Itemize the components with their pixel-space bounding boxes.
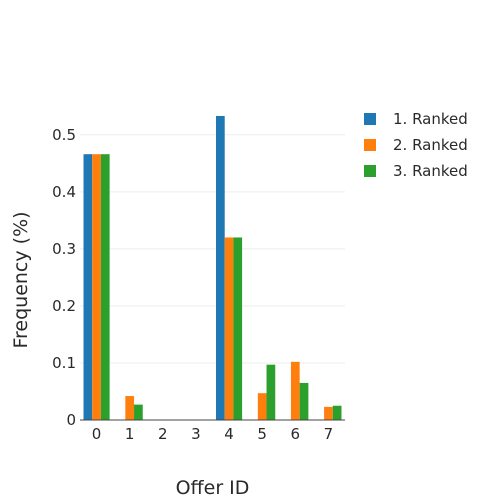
bar: [332, 405, 342, 420]
y-tick-label: 0.5: [52, 126, 76, 144]
legend-label: 2. Ranked: [393, 136, 468, 154]
y-tick-label: 0.2: [52, 297, 76, 315]
y-tick-label: 0: [66, 411, 76, 429]
bar: [224, 237, 234, 420]
bar: [216, 115, 225, 420]
bar: [83, 154, 93, 420]
bar: [134, 404, 143, 420]
legend: 1. Ranked 2. Ranked 3. Ranked: [364, 110, 468, 180]
bar: [290, 361, 300, 420]
x-axis-ticks: 0 1 2 3 4 5 6 7: [92, 425, 333, 443]
bars: [83, 115, 342, 420]
bar: [257, 393, 267, 420]
y-axis-title: Frequency (%): [10, 211, 32, 348]
x-tick-label: 4: [224, 425, 234, 443]
y-tick-label: 0.1: [52, 354, 76, 372]
bar: [100, 154, 110, 420]
bar: [92, 154, 101, 420]
x-tick-label: 1: [125, 425, 135, 443]
y-axis-ticks: 0 0.1 0.2 0.3 0.4 0.5: [52, 126, 76, 429]
legend-label: 3. Ranked: [393, 162, 468, 180]
x-tick-label: 0: [92, 425, 102, 443]
legend-label: 1. Ranked: [393, 110, 468, 128]
x-tick-label: 5: [257, 425, 267, 443]
bar: [233, 237, 243, 420]
bar: [324, 406, 333, 420]
bar: [266, 364, 276, 420]
legend-swatch: [364, 113, 376, 125]
y-tick-label: 0.3: [52, 240, 76, 258]
legend-swatch: [364, 139, 376, 151]
bar: [299, 382, 309, 420]
x-axis-title: Offer ID: [176, 477, 250, 499]
legend-swatch: [364, 165, 376, 177]
x-tick-label: 6: [291, 425, 301, 443]
y-tick-label: 0.4: [52, 183, 76, 201]
x-tick-label: 2: [158, 425, 168, 443]
x-tick-label: 3: [191, 425, 201, 443]
x-tick-label: 7: [324, 425, 334, 443]
bar: [125, 396, 135, 420]
gridlines: [80, 134, 345, 364]
